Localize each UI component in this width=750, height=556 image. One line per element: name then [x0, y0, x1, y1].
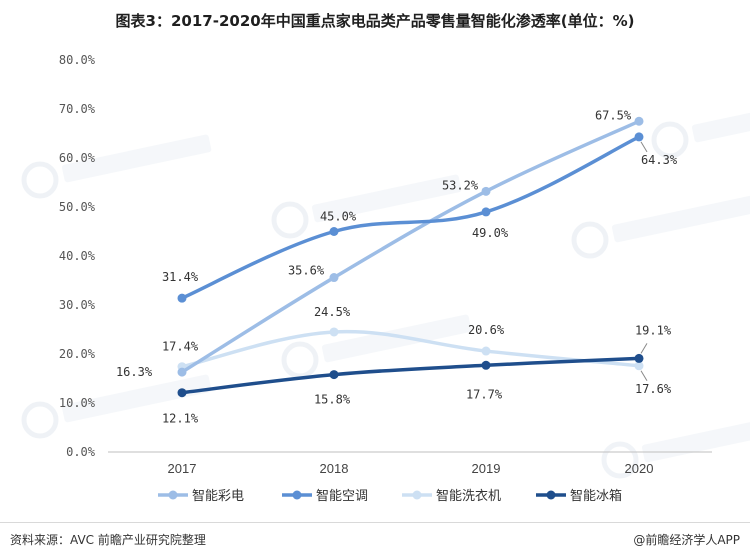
data-label: 31.4% [162, 270, 199, 284]
legend-swatch-marker [292, 490, 302, 500]
data-label: 17.7% [466, 387, 503, 401]
watermark-ring [21, 161, 59, 199]
data-point [177, 293, 187, 303]
x-tick-label: 2019 [472, 461, 501, 476]
y-tick-label: 20.0% [59, 347, 96, 361]
watermark-layer [21, 94, 750, 479]
watermark-logo [21, 374, 212, 439]
leader-line [640, 343, 648, 354]
data-point [634, 116, 644, 126]
legend-swatch-marker [546, 490, 556, 500]
y-tick-label: 60.0% [59, 151, 96, 165]
legend-label: 智能洗衣机 [436, 488, 501, 504]
data-point [634, 361, 644, 371]
data-point [329, 370, 339, 380]
series-lines [177, 116, 644, 398]
data-label: 12.1% [162, 412, 199, 426]
legend-swatch-marker [412, 490, 422, 500]
data-label: 45.0% [320, 210, 357, 224]
x-tick-label: 2017 [168, 461, 197, 476]
legend-label: 智能空调 [316, 489, 368, 504]
y-tick-label: 30.0% [59, 298, 96, 312]
y-tick-label: 50.0% [59, 200, 96, 214]
data-point [481, 207, 491, 217]
y-tick-label: 70.0% [59, 102, 96, 116]
watermark-band [321, 314, 472, 363]
data-point [329, 227, 339, 236]
line-chart: 0.0% 10.0% 20.0% 30.0% 40.0% 50.0% 60.0% 70.0% 8… [21, 53, 750, 504]
watermark-logo [571, 194, 750, 259]
watermark-logo [601, 414, 750, 479]
data-label: 67.5% [595, 108, 632, 122]
legend-item: 智能冰箱 [536, 488, 622, 504]
watermark-ring [651, 121, 689, 159]
data-label: 19.1% [635, 323, 672, 337]
watermark-band [61, 134, 212, 183]
y-tick-label: 0.0% [66, 445, 96, 459]
legend-item: 智能洗衣机 [402, 488, 501, 504]
data-point [481, 346, 491, 356]
y-tick-label: 80.0% [59, 53, 96, 67]
data-label: 64.3% [641, 153, 678, 167]
data-labels: 16.3% 35.6% 53.2% 67.5% 31.4% 45.0% 49.0% 64.3%… [116, 108, 678, 425]
watermark-ring [571, 221, 609, 259]
data-label: 24.5% [314, 305, 351, 319]
y-tick-label: 10.0% [59, 396, 96, 410]
data-point [634, 132, 644, 142]
watermark-band [311, 174, 462, 223]
legend-label: 智能彩电 [192, 489, 244, 504]
data-label: 53.2% [442, 178, 479, 192]
watermark-band [611, 194, 750, 243]
x-axis: 2017 2018 2019 2020 [108, 451, 712, 476]
legend-label: 智能冰箱 [570, 488, 622, 504]
watermark-logo [21, 134, 212, 199]
x-tick-label: 2020 [625, 461, 654, 476]
leader-line [640, 370, 648, 382]
series-line [180, 356, 641, 395]
watermark-ring [271, 201, 309, 239]
source-note: 资料来源：AVC 前瞻产业研究院整理 [10, 533, 206, 547]
watermark-band [61, 374, 212, 423]
data-label: 17.6% [635, 382, 672, 396]
data-point [177, 388, 187, 398]
data-point [634, 353, 644, 363]
data-point [177, 367, 187, 377]
series-line [180, 135, 641, 300]
legend-item: 智能空调 [282, 489, 368, 504]
x-tick-label: 2018 [320, 461, 349, 476]
watermark-ring [21, 401, 59, 439]
watermark-ring [601, 441, 639, 479]
data-point [329, 273, 339, 283]
y-tick-label: 40.0% [59, 249, 96, 263]
legend-item: 智能彩电 [158, 489, 244, 504]
legend-swatch-marker [168, 490, 178, 500]
y-axis-ticks: 0.0% 10.0% 20.0% 30.0% 40.0% 50.0% 60.0% 70.0% 8… [59, 53, 96, 459]
watermark-logo [271, 174, 462, 239]
brand-note: @前瞻经济学人APP [633, 533, 740, 547]
legend: 智能彩电 智能空调 智能洗衣机 智能冰箱 [158, 488, 622, 504]
watermark-band [641, 414, 750, 463]
watermark-logo [651, 94, 750, 159]
footer: 资料来源：AVC 前瞻产业研究院整理 @前瞻经济学人APP [0, 522, 750, 556]
data-label: 17.4% [162, 340, 199, 354]
chart-title: 图表3：2017-2020年中国重点家电品类产品零售量智能化渗透率(单位：%) [115, 12, 635, 30]
series-line [180, 119, 641, 374]
data-point [481, 360, 491, 370]
data-label: 35.6% [288, 264, 325, 278]
data-label: 49.0% [472, 226, 509, 240]
data-label: 16.3% [116, 365, 153, 379]
leader-line [640, 141, 648, 153]
data-label: 20.6% [468, 323, 505, 337]
watermark-band [691, 94, 750, 143]
data-point [481, 186, 491, 196]
watermark-ring [281, 341, 319, 379]
data-label: 15.8% [314, 393, 351, 407]
data-point [329, 327, 339, 337]
watermark-logo [281, 314, 472, 379]
